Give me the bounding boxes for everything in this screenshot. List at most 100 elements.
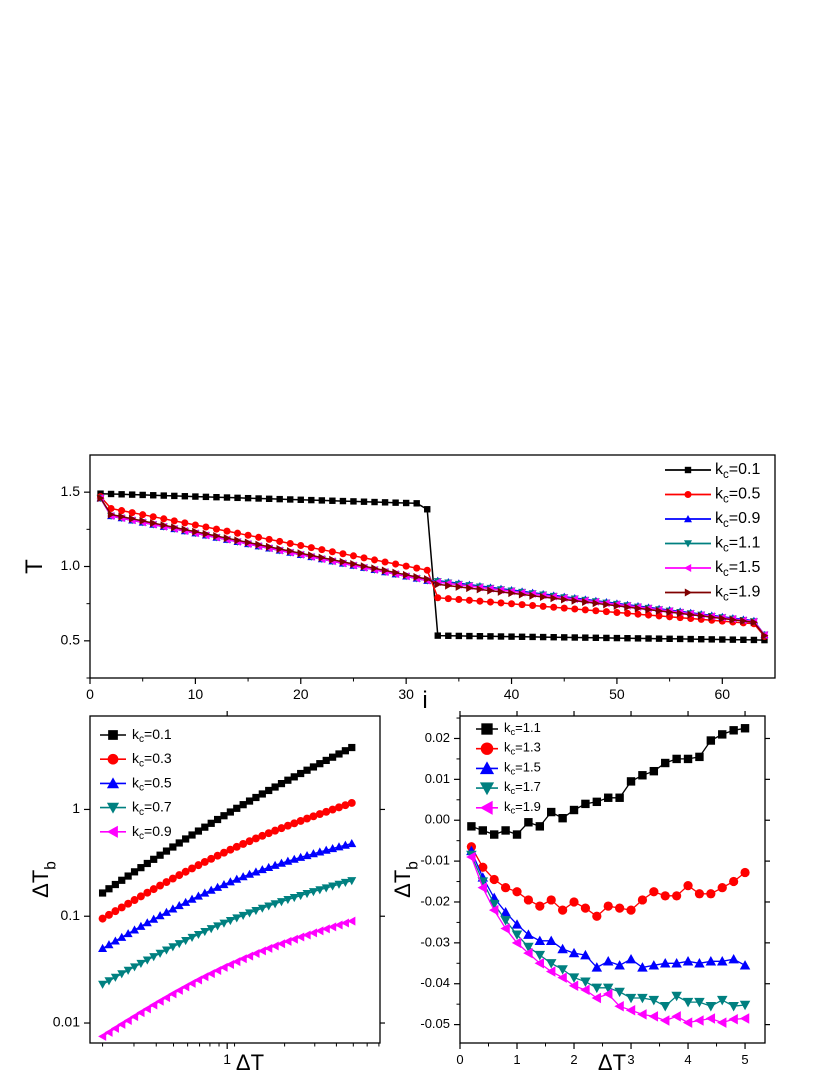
data-point <box>402 570 411 579</box>
data-point <box>97 494 105 503</box>
data-point <box>238 911 248 920</box>
data-point <box>466 584 474 593</box>
legend-marker <box>684 515 692 523</box>
data-point <box>232 914 242 923</box>
data-point <box>571 596 579 605</box>
data-point <box>478 826 488 835</box>
data-point <box>181 936 191 946</box>
data-point <box>761 636 768 644</box>
data-point <box>602 983 614 994</box>
legend-label: kc=1.5 <box>715 559 760 579</box>
data-point <box>276 537 284 545</box>
data-point <box>303 766 311 774</box>
data-point <box>142 918 152 927</box>
data-point <box>676 609 685 618</box>
legend-marker <box>479 761 495 775</box>
data-point <box>349 552 357 560</box>
data-point <box>251 867 261 876</box>
data-point <box>328 548 336 556</box>
data-point <box>255 495 262 502</box>
data-point <box>424 506 431 513</box>
data-point <box>360 562 368 571</box>
data-point <box>508 633 515 640</box>
data-point <box>729 876 739 887</box>
series-line <box>471 727 746 836</box>
data-point <box>500 906 511 917</box>
data-point <box>523 942 534 953</box>
data-point <box>649 766 659 776</box>
data-point <box>309 763 318 771</box>
x-axis-title: ΔT <box>598 1050 626 1075</box>
legend-label: kc=0.1 <box>715 461 760 481</box>
data-point <box>523 947 533 959</box>
data-point <box>149 914 159 923</box>
data-point <box>648 1011 659 1022</box>
data-point <box>130 1012 139 1022</box>
legend-label: kc=1.9 <box>504 799 541 816</box>
data-point <box>687 610 695 619</box>
legend-label: kc=0.9 <box>715 510 760 530</box>
data-point <box>206 969 215 979</box>
data-point <box>676 635 684 643</box>
data-point <box>381 566 390 575</box>
data-point <box>568 973 580 983</box>
data-point <box>476 633 484 640</box>
data-point <box>220 848 228 857</box>
data-point <box>161 907 171 916</box>
data-point <box>682 956 694 966</box>
data-point <box>308 551 316 560</box>
data-point <box>626 777 636 786</box>
data-point <box>637 1009 647 1020</box>
data-point <box>545 966 556 977</box>
data-point <box>265 786 273 795</box>
panel-bottom-left-loglog: 10.010.11ΔTΔTbkc=0.1kc=0.3kc=0.5kc=0.7kc… <box>28 711 385 1075</box>
data-point <box>226 845 235 854</box>
legend-marker <box>684 466 692 474</box>
data-point <box>168 943 178 952</box>
data-point <box>615 793 624 802</box>
data-point <box>255 533 263 541</box>
data-point <box>529 633 536 641</box>
panel-top-temperature-profile: 0 10 20 30 40 50 600.51.01.5iTkc=0.1kc=0.5kc=0… <box>21 454 776 714</box>
data-point <box>602 956 614 966</box>
data-point <box>592 911 602 921</box>
legend-marker <box>106 802 120 814</box>
data-point <box>557 972 567 983</box>
legend-marker <box>479 800 493 815</box>
data-point <box>276 898 286 907</box>
data-point <box>603 901 613 911</box>
data-point <box>740 724 750 733</box>
data-point <box>694 889 705 899</box>
data-point <box>98 980 108 989</box>
data-point <box>130 925 140 934</box>
data-point <box>118 491 125 498</box>
data-point <box>591 962 603 972</box>
data-point <box>213 493 220 501</box>
data-point <box>603 600 611 609</box>
series-kc=0.9 <box>98 916 356 1041</box>
data-point <box>512 887 522 897</box>
data-point <box>232 957 241 967</box>
data-point <box>698 611 706 620</box>
data-point <box>156 851 164 859</box>
data-point <box>539 602 547 610</box>
data-point <box>698 636 705 643</box>
legend: kc=0.1 kc=0.5 kc=0.9 kc=1.1 kc=1.5 kc=1.9 <box>665 461 760 603</box>
data-point <box>591 983 603 994</box>
data-point <box>580 903 591 913</box>
data-point <box>706 889 716 899</box>
x-tick-label: 60 <box>715 686 731 702</box>
data-point <box>171 492 178 500</box>
data-point <box>245 951 254 961</box>
data-point <box>645 605 653 614</box>
data-point <box>117 932 127 941</box>
data-point <box>739 1013 750 1024</box>
y-axis-title: T <box>21 559 48 574</box>
data-point <box>666 635 673 642</box>
data-point <box>168 989 177 999</box>
data-point <box>716 956 728 966</box>
legend-label: kc=0.5 <box>715 486 760 506</box>
data-point <box>655 606 664 615</box>
data-point <box>371 498 378 506</box>
series-kc=0.3 <box>98 799 356 923</box>
